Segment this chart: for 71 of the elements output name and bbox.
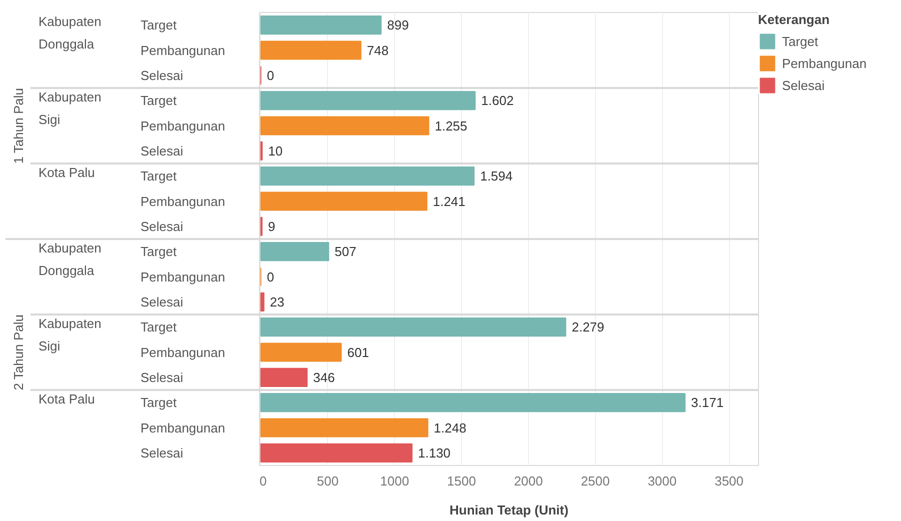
data-label: 1.130 (418, 445, 451, 460)
x-tick-label: 500 (316, 474, 339, 488)
x-axis-title: Hunian Tetap (Unit) (450, 502, 568, 518)
y-tick-label: Selesai (140, 445, 184, 460)
data-label: 507 (334, 244, 356, 260)
y-tick-label: Target (140, 244, 178, 260)
y-tick-label: Pembangunan (140, 42, 226, 58)
text: Kabupaten Sigi (38, 89, 102, 127)
data-label: 0 (266, 68, 274, 83)
text: Kabupaten Donggala (38, 240, 102, 278)
data-label: 3.171 (691, 395, 724, 410)
data-label: 346 (313, 370, 335, 385)
legend-label: Target (782, 34, 818, 48)
data-label: 1.602 (481, 93, 514, 108)
y-tick-label: Pembangunan (140, 269, 226, 284)
bar (260, 91, 476, 110)
bar (260, 393, 686, 412)
data-label: 1.255 (434, 118, 468, 134)
data-label: 23 (270, 294, 284, 310)
bar (260, 242, 330, 262)
data-label: 899 (387, 18, 409, 33)
legend-label: Selesai (782, 78, 825, 92)
data-label: 0 (266, 269, 274, 284)
bar (260, 292, 264, 312)
data-label: 9 (268, 218, 276, 234)
y-tick-label: Selesai (140, 68, 184, 83)
bar (260, 116, 430, 136)
data-label: 601 (347, 344, 369, 360)
legend-label: Pembangunan (782, 56, 867, 70)
x-tick-label: 1000 (380, 474, 410, 488)
y-tick-label: Selesai (140, 294, 184, 310)
y-tick-label: Pembangunan (140, 118, 226, 134)
y-tick-label: Pembangunan (140, 194, 226, 209)
bar (260, 418, 428, 438)
text: Kota Palu (38, 391, 95, 406)
bar (260, 368, 308, 387)
data-label: 748 (366, 42, 389, 58)
bar (260, 40, 362, 60)
data-label: 1.241 (432, 194, 466, 209)
y-tick-label: Target (140, 168, 178, 184)
text: 2 Tahun Palu (11, 314, 26, 390)
y-tick-label: Target (140, 395, 178, 410)
bar (260, 16, 382, 35)
legend-title: Keterangan (758, 12, 831, 27)
data-label: 1.248 (434, 420, 466, 436)
x-tick-label: 2000 (514, 474, 543, 488)
text: 1 Tahun Palu (11, 88, 26, 164)
x-tick-label: 2500 (580, 474, 610, 488)
y-tick-label: Selesai (140, 143, 184, 158)
data-label: 1.594 (480, 168, 513, 184)
x-tick-label: 0 (260, 474, 267, 488)
y-tick-label: Pembangunan (140, 344, 226, 360)
data-label: 2.279 (572, 320, 604, 335)
x-tick-label: 1500 (447, 474, 476, 488)
bar (260, 342, 342, 362)
y-tick-label: Target (140, 93, 178, 108)
text: Kota Palu (38, 164, 95, 180)
bar (260, 318, 566, 337)
bar (260, 192, 428, 211)
bar (260, 443, 413, 462)
y-tick-label: Target (140, 320, 178, 335)
x-tick-label: 3500 (714, 474, 744, 488)
y-tick-label: Pembangunan (140, 420, 226, 436)
data-label: 10 (268, 143, 283, 158)
y-tick-label: Target (140, 18, 178, 33)
y-tick-label: Selesai (140, 218, 184, 234)
text: Kabupaten Sigi (38, 316, 102, 354)
y-tick-label: Selesai (140, 370, 184, 385)
text: Kabupaten Donggala (38, 14, 102, 52)
bar (260, 166, 475, 186)
x-tick-label: 3000 (648, 474, 677, 488)
